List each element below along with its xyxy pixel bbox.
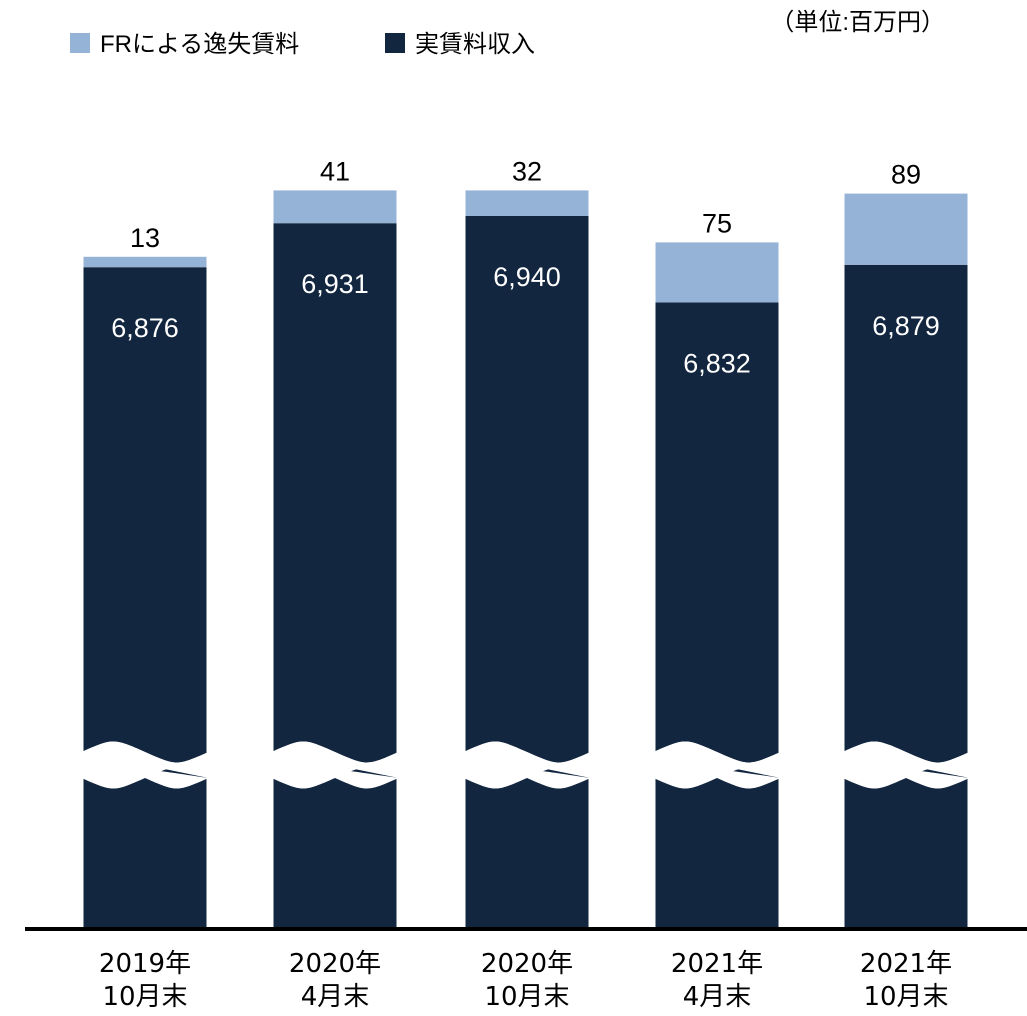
bar-segment <box>844 264 968 928</box>
legend-swatch <box>70 33 90 53</box>
bar-segment <box>273 223 397 928</box>
value-label: 6,879 <box>872 311 940 341</box>
legend-swatch <box>385 33 405 53</box>
axis-break <box>81 741 209 789</box>
bar-segment <box>844 193 968 265</box>
axis-break <box>653 741 781 789</box>
bar-segment <box>273 190 397 224</box>
bar-segment <box>83 256 207 268</box>
axis-break <box>463 741 591 789</box>
legend-label: 実賃料収入 <box>415 31 535 58</box>
value-label: 32 <box>512 156 542 186</box>
value-label: 6,832 <box>683 348 751 378</box>
bar-segment <box>83 267 207 928</box>
x-tick-label: 2021年 10月末 <box>859 949 953 1012</box>
value-label: 13 <box>130 223 160 253</box>
value-label: 41 <box>320 156 350 186</box>
bar-segment <box>465 216 589 928</box>
value-label: 89 <box>891 160 921 190</box>
value-label: 75 <box>702 208 732 238</box>
value-label: 6,931 <box>301 269 369 299</box>
unit-note: （単位:百万円） <box>770 9 945 36</box>
bar-segment <box>655 302 779 928</box>
legend-label: FRによる逸失賃料 <box>100 31 299 58</box>
bar-segment <box>465 190 589 216</box>
value-label: 6,940 <box>493 262 561 292</box>
value-label: 6,876 <box>111 313 179 343</box>
x-tick-label: 2019年 10月末 <box>98 949 192 1012</box>
x-tick-label: 2021年 4月末 <box>670 949 764 1012</box>
bar-segment <box>655 242 779 303</box>
x-tick-label: 2020年 10月末 <box>480 949 574 1012</box>
axis-break <box>271 741 399 789</box>
x-tick-label: 2020年 4月末 <box>288 949 382 1012</box>
axis-break <box>842 741 970 789</box>
